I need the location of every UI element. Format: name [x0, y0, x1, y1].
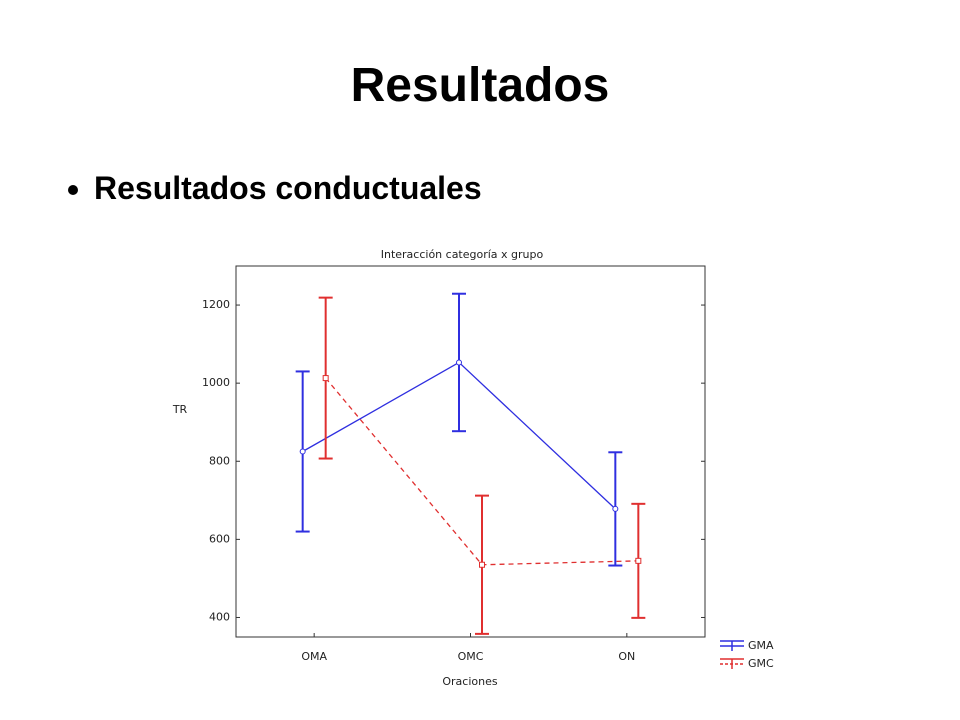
point	[322, 375, 329, 382]
y-tick-label: 400	[209, 610, 230, 623]
legend-label: GMC	[748, 657, 774, 670]
plot-frame	[235, 265, 706, 638]
point	[612, 505, 619, 512]
y-tick-label: 1000	[202, 376, 230, 389]
x-tick-label: OMA	[301, 650, 327, 663]
y-tick-label: 800	[209, 454, 230, 467]
point	[299, 448, 306, 455]
x-axis-label: Oraciones	[442, 675, 497, 688]
point	[456, 359, 462, 366]
legend-label: GMA	[748, 639, 774, 652]
bullet: Resultados conductuales	[94, 170, 482, 207]
slide-title: Resultados	[350, 59, 610, 112]
x-tick-label: ON	[618, 650, 635, 663]
x-tick-label: OMC	[458, 650, 484, 663]
chart-title: Interacción categoría x grupo	[381, 248, 544, 261]
y-tick-label: 600	[209, 532, 230, 545]
point	[479, 561, 485, 568]
bullet-list: Resultados conductuales	[58, 170, 482, 207]
y-tick-label: 1200	[202, 298, 230, 311]
point	[635, 557, 642, 564]
y-axis-label: TR	[172, 403, 188, 416]
